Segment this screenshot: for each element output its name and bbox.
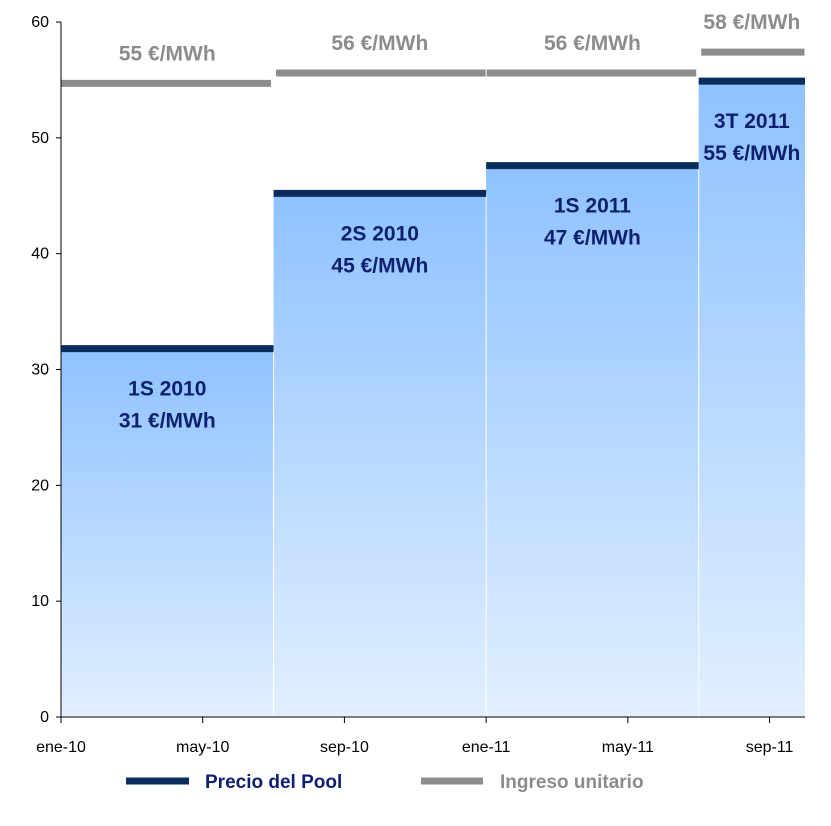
y-tick-label-50: 50 [31, 130, 49, 147]
x-tick-label-2: sep-10 [320, 739, 369, 756]
legend: Precio del Pool Ingreso unitario [126, 772, 644, 793]
x-axis: ene-10 may-10 sep-10 ene-11 may-11 sep-11 [36, 716, 805, 756]
ingreso-label-3: 58 €/MWh [703, 11, 800, 34]
pool-label-period-0: 1S 2010 [128, 378, 206, 401]
legend-label-ingreso: Ingreso unitario [500, 772, 644, 793]
pool-label-value-2: 47 €/MWh [544, 227, 641, 250]
ingreso-label-2: 56 €/MWh [544, 32, 641, 55]
pool-label-value-1: 45 €/MWh [331, 254, 428, 277]
ingreso-unitario-series [61, 48, 805, 87]
pool-label-period-2: 1S 2011 [554, 195, 631, 218]
price-area-2 [486, 165, 699, 718]
x-tick-label-0: ene-10 [36, 739, 86, 756]
pool-label-period-3: 3T 2011 [714, 110, 790, 133]
y-tick-label-40: 40 [31, 246, 49, 263]
y-tick-label-60: 60 [31, 14, 49, 31]
x-tick-label-5: sep-11 [746, 739, 794, 756]
y-tick-label-0: 0 [40, 709, 49, 726]
data-labels: 55 €/MWh 56 €/MWh 56 €/MWh 58 €/MWh 1S 2010 3… [119, 11, 800, 433]
pool-label-period-1: 2S 2010 [341, 222, 419, 245]
price-area-group [61, 81, 805, 718]
ingreso-label-1: 56 €/MWh [331, 32, 428, 55]
price-area-3 [698, 81, 805, 717]
price-area-1 [273, 193, 487, 717]
pool-label-value-0: 31 €/MWh [119, 410, 216, 433]
y-tick-label-30: 30 [31, 362, 49, 379]
pool-label-value-3: 55 €/MWh [703, 142, 800, 165]
x-tick-label-3: ene-11 [462, 739, 511, 756]
y-axis: 0 10 20 30 40 50 60 [31, 14, 62, 726]
ingreso-label-0: 55 €/MWh [119, 42, 216, 65]
y-tick-label-20: 20 [31, 477, 49, 494]
x-tick-label-4: may-11 [602, 739, 654, 756]
price-area-0 [61, 348, 274, 717]
legend-label-pool: Precio del Pool [205, 772, 342, 793]
pool-price-series [61, 77, 805, 353]
y-tick-label-10: 10 [31, 593, 49, 610]
x-tick-label-1: may-10 [176, 739, 229, 756]
